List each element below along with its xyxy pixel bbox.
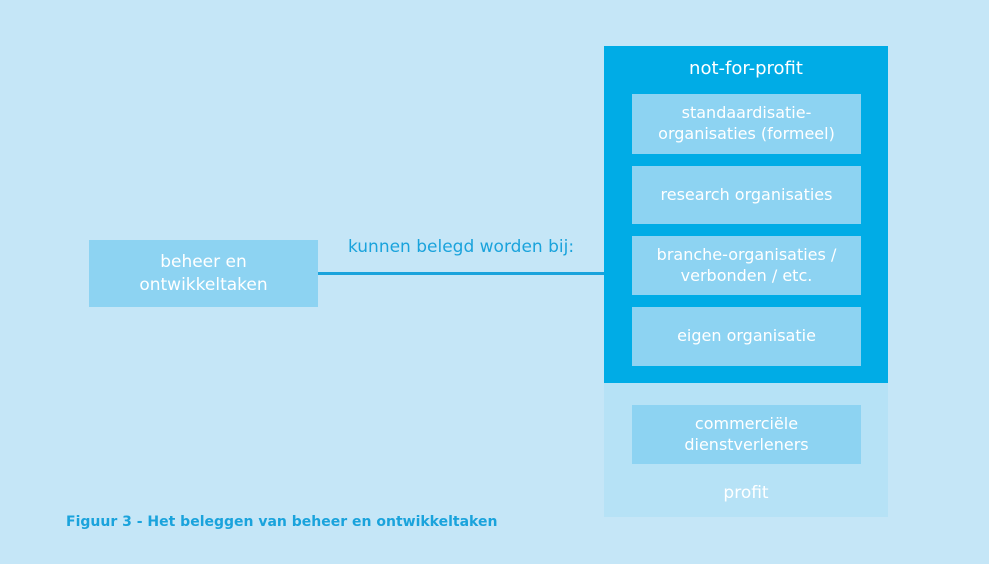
- organisation-box-line-1: standaardisatie-: [681, 103, 812, 123]
- organisation-box-standardisation: standaardisatie- organisaties (formeel): [632, 94, 861, 154]
- organisation-box-line-2: verbonden / etc.: [680, 265, 813, 285]
- organisation-box-line-2: dienstverleners: [684, 434, 809, 454]
- organisation-box-own: eigen organisatie: [632, 307, 861, 366]
- figure-caption: Figuur 3 - Het beleggen van beheer en on…: [66, 514, 498, 530]
- profit-title: profit: [723, 483, 769, 503]
- organisation-box-line-1: research organisaties: [660, 184, 833, 204]
- connector-label: kunnen belegd worden bij:: [347, 237, 575, 257]
- connector-line: [318, 272, 604, 275]
- organisation-box-line-2: organisaties (formeel): [658, 124, 835, 143]
- organisation-box-branch: branche-organisaties / verbonden / etc.: [632, 236, 861, 295]
- task-box-line-1: beheer en: [160, 252, 247, 273]
- task-box: beheer en ontwikkeltaken: [89, 240, 318, 307]
- organisation-box-research: research organisaties: [632, 166, 861, 224]
- task-box-line-2: ontwikkeltaken: [139, 274, 268, 295]
- organisation-box-line-1: commerciële: [694, 413, 799, 433]
- organisation-box-line-1: eigen organisatie: [677, 326, 816, 346]
- organisation-box-commercial: commerciële dienstverleners: [632, 405, 861, 464]
- not-for-profit-title: not-for-profit: [689, 58, 803, 79]
- organisation-box-line-1: branche-organisaties /: [656, 244, 837, 264]
- not-for-profit-panel: not-for-profit standaardisatie- organisa…: [604, 46, 888, 383]
- profit-panel: commerciële dienstverleners profit: [604, 383, 888, 517]
